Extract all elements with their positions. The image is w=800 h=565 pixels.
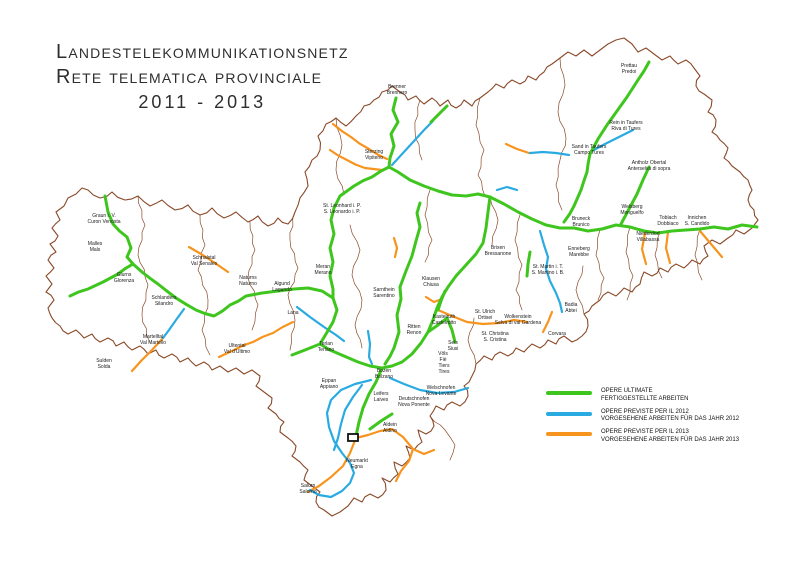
map-label-corvara: Corvara (548, 331, 566, 337)
map-label-toblach: Toblach Dobbiaco (657, 215, 679, 227)
map-label-kastelruth: Kastelruth Castelrotto (431, 314, 457, 326)
map-label-ritten: Ritten Renon (406, 324, 422, 336)
network-lines-planned-2013 (130, 122, 724, 494)
map-label-algund: Algund Lagundo (272, 281, 292, 293)
network-lines-completed (68, 60, 759, 438)
map-label-sterzing: Sterzing Vipiteno (364, 149, 384, 161)
map-label-martelltal: Martelltal Val Martello (139, 334, 167, 346)
map-label-st-leonhard: St. Leonhard i. P. S. Leonardo i. P. (323, 203, 361, 215)
map-label-niederdorf: Niederdorf Villabassa (636, 231, 660, 243)
map-label-glurns: Glurns Glorenza (113, 272, 135, 284)
legend-swatch-planned-2012 (546, 411, 592, 416)
legend-text-planned-2013: OPERE PREVISTE PER IL 2013 VORGESEHENE AR… (601, 429, 740, 443)
legend: OPERE ULTIMATE FERTIGGESTELLTE ARBEITEN OP… (546, 388, 739, 450)
municipal-boundaries (137, 57, 703, 461)
map-label-aldein: Aldein Aldino (383, 422, 397, 434)
legend-swatch-planned-2013 (546, 432, 592, 437)
province-border (45, 37, 759, 517)
node-marker (347, 433, 359, 442)
map-label-leifers: Leifers Laives (373, 391, 389, 403)
map-label-prettau: Prettau Predoi (620, 63, 638, 75)
map-label-wolkenstein: Wolkenstein Selva di val Gardena (494, 314, 542, 326)
map-label-tiers: Tiers Tires (438, 363, 450, 375)
map-label-brixen: Brixen Bressanone (484, 245, 512, 257)
map-label-voels: Völs Fiè (438, 351, 448, 363)
map-label-sand-in-taufers: Sand in Taufers Campo Tures (571, 144, 607, 156)
network-lines-planned-2012 (161, 119, 635, 499)
map-label-enneberg: Enneberg Marebbe (568, 246, 590, 258)
map-label-badia: Badia Abtei (564, 302, 578, 314)
map-label-welschnofen: Welschnofen Nova Levante (425, 385, 457, 397)
map-label-welsberg: Welsberg Monguelfo (620, 204, 644, 216)
map-label-brenner: Brenner Brennero (386, 84, 408, 96)
map-label-schnalstal: Schnalstal Val Senales (190, 255, 218, 267)
legend-swatch-completed (546, 391, 592, 395)
map-label-antholz: Antholz Obertal Anterselva di sopra (627, 160, 671, 172)
map-label-seis: Seis Siusi (447, 340, 459, 352)
map-title: Landestelekommunikationsnetz Rete telema… (56, 40, 349, 113)
map-label-eppan: Eppan Appiano (319, 378, 339, 390)
map-label-st-ulrich: St. Ulrich Ortisei (474, 309, 496, 321)
title-line-2: Rete telematica provinciale (56, 66, 323, 88)
map-label-bruneck: Bruneck Brunico (571, 216, 591, 228)
map-label-schlanders: Schlanders Silandro (151, 295, 177, 307)
legend-text-completed: OPERE ULTIMATE FERTIGGESTELLTE ARBEITEN (601, 388, 689, 402)
map-label-klausen: Klausen Chiusa (421, 276, 441, 288)
map-label-sulden: Sulden Solda (96, 358, 112, 370)
map-label-st-martin: St. Martin i. T. S. Martino i. B. (531, 264, 565, 276)
map-label-mals: Malles Mals (87, 241, 103, 253)
map-label-lana: Lana (287, 310, 299, 316)
map-label-sarnthein: Sarnthein Sarentino (373, 287, 395, 299)
map-label-meran: Meran Merano (314, 264, 332, 276)
title-line-1: Landestelekommunikationsnetz (56, 41, 349, 63)
map-label-graun: Graun i. V. Curon Venosta (87, 213, 121, 225)
legend-item-completed: OPERE ULTIMATE FERTIGGESTELLTE ARBEITEN (546, 388, 739, 404)
map-label-naturns: Naturns Naturno (239, 275, 257, 287)
legend-item-planned-2013: OPERE PREVISTE PER IL 2013 VORGESEHENE AR… (546, 429, 739, 445)
map-label-salurn: Salurn Salorno (299, 483, 317, 495)
map-label-neumarkt: Neumarkt Egna (346, 458, 368, 470)
map-label-bozen: Bozen Bolzano (374, 368, 394, 380)
map-label-deutschnofen: Deutschnofen Nova Ponente (398, 396, 430, 408)
map-label-rein-in-taufers: Rein in Taufers Riva di Tures (609, 120, 643, 132)
map-label-st-christina: St. Christina S. Cristina (481, 331, 509, 343)
map-label-ultental: Ultental Val d'Ultimo (223, 343, 251, 355)
title-years: 2011 - 2013 (138, 92, 267, 112)
legend-item-planned-2012: OPERE PREVISTE PER IL 2012 VORGESEHENE AR… (546, 409, 739, 425)
map-label-terlan: Terlan Terlano (317, 341, 335, 353)
map-label-innichen: Innichen S. Candido (684, 215, 710, 227)
legend-text-planned-2012: OPERE PREVISTE PER IL 2012 VORGESEHENE AR… (601, 408, 740, 423)
